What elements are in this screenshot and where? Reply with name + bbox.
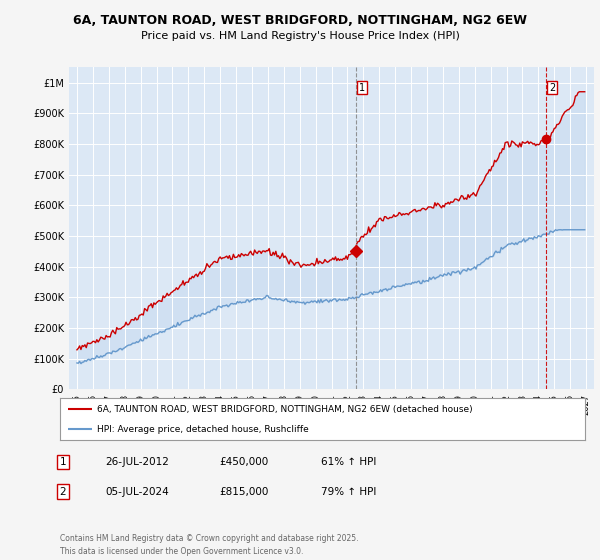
Text: 79% ↑ HPI: 79% ↑ HPI: [321, 487, 376, 497]
Text: 2: 2: [59, 487, 67, 497]
Text: Contains HM Land Registry data © Crown copyright and database right 2025.
This d: Contains HM Land Registry data © Crown c…: [60, 534, 359, 556]
Text: £815,000: £815,000: [219, 487, 268, 497]
Text: Price paid vs. HM Land Registry's House Price Index (HPI): Price paid vs. HM Land Registry's House …: [140, 31, 460, 41]
Text: HPI: Average price, detached house, Rushcliffe: HPI: Average price, detached house, Rush…: [97, 424, 308, 433]
Text: 6A, TAUNTON ROAD, WEST BRIDGFORD, NOTTINGHAM, NG2 6EW (detached house): 6A, TAUNTON ROAD, WEST BRIDGFORD, NOTTIN…: [97, 405, 472, 414]
Text: 05-JUL-2024: 05-JUL-2024: [105, 487, 169, 497]
Text: 2: 2: [549, 82, 555, 92]
Text: £450,000: £450,000: [219, 457, 268, 467]
Text: 1: 1: [359, 82, 365, 92]
Text: 1: 1: [59, 457, 67, 467]
Text: 26-JUL-2012: 26-JUL-2012: [105, 457, 169, 467]
Text: 61% ↑ HPI: 61% ↑ HPI: [321, 457, 376, 467]
Text: 6A, TAUNTON ROAD, WEST BRIDGFORD, NOTTINGHAM, NG2 6EW: 6A, TAUNTON ROAD, WEST BRIDGFORD, NOTTIN…: [73, 14, 527, 27]
